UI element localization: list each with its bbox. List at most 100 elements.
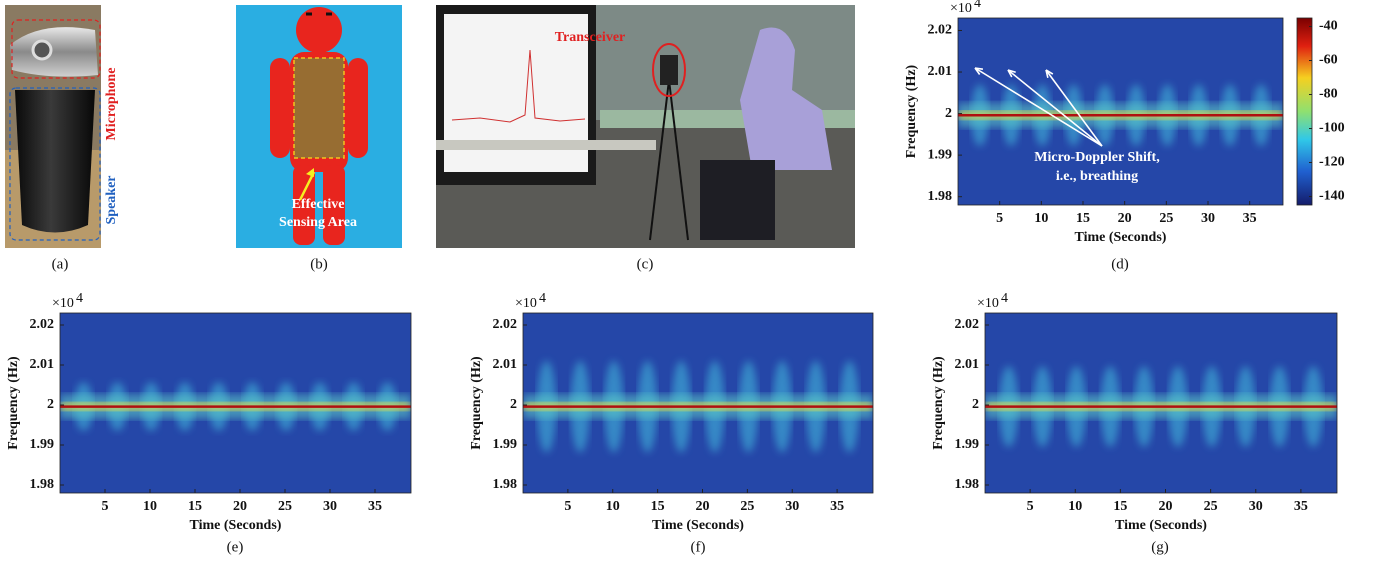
photo-b: Effective Sensing Area (b) xyxy=(236,5,402,272)
device xyxy=(660,55,678,85)
y-tick-label: 2 xyxy=(510,397,517,412)
plot-frame xyxy=(59,312,412,494)
photo-a: Microphone Speaker (a) xyxy=(5,5,119,272)
caption: (f) xyxy=(691,539,706,555)
x-tick-label: 35 xyxy=(368,499,382,514)
tripod xyxy=(649,79,670,241)
annotation-arrowhead xyxy=(974,67,984,75)
y-tick-label: 2.01 xyxy=(928,64,953,79)
annotation: Micro-Doppler Shift, xyxy=(1034,150,1159,165)
x-tick-label: 30 xyxy=(1201,211,1215,226)
colorbar-tick-label: -80 xyxy=(1319,87,1338,102)
y-axis-label: Frequency (Hz) xyxy=(469,356,484,450)
y-tick-label: 2 xyxy=(47,397,54,412)
x-tick-label: 15 xyxy=(1076,211,1090,226)
plot-frame xyxy=(522,312,874,494)
x-tick-label: 10 xyxy=(606,499,620,514)
y-tick-label: 2.02 xyxy=(30,317,55,332)
spectrogram-image xyxy=(985,366,1337,448)
colorbar-tick-label: -120 xyxy=(1319,155,1345,170)
x-tick-label: 30 xyxy=(785,499,799,514)
x-tick-label: 35 xyxy=(1294,499,1308,514)
x-tick-label: 20 xyxy=(1118,211,1132,226)
spectrogram-image xyxy=(523,360,873,453)
y-tick-label: 1.98 xyxy=(928,189,953,204)
x-tick-label: 35 xyxy=(830,499,844,514)
multiplier-exponent: 4 xyxy=(974,0,981,11)
y-tick-label: 2.02 xyxy=(493,317,518,332)
annotation-arrowhead xyxy=(1045,69,1054,78)
y-tick-label: 2.02 xyxy=(955,317,980,332)
x-tick-label: 5 xyxy=(1027,499,1034,514)
spectrogram: 5 10 15 20 25 30 35 1.98 1.99 2 2.01 2.02 ×10 4 Time (… xyxy=(931,291,1338,555)
x-axis-label: Time (Seconds) xyxy=(652,518,744,533)
x-tick-label: 35 xyxy=(1243,211,1257,226)
multiplier: ×10 xyxy=(950,1,972,16)
person xyxy=(740,27,832,170)
caption: (g) xyxy=(1151,539,1169,555)
x-axis-label: Time (Seconds) xyxy=(1075,230,1167,245)
annotation-arrow xyxy=(1007,69,1103,147)
caption: (e) xyxy=(227,539,244,555)
y-axis-label: Frequency (Hz) xyxy=(904,64,919,158)
x-axis-label: Time (Seconds) xyxy=(1115,518,1207,533)
x-tick-label: 30 xyxy=(1249,499,1263,514)
speaker-body xyxy=(15,90,95,233)
x-tick-label: 5 xyxy=(564,499,571,514)
spectrogram: 5 10 15 20 25 30 35 1.98 1.99 2 2.01 2.02 ×10 4 Time (… xyxy=(904,0,1344,272)
multiplier: ×10 xyxy=(977,296,999,311)
photo-c: Transceiver (c) xyxy=(436,5,855,272)
caption: (c) xyxy=(637,256,654,272)
caption: (b) xyxy=(310,256,328,272)
colorbar-tick-label: -140 xyxy=(1319,189,1345,204)
multiplier-exponent: 4 xyxy=(539,291,546,306)
x-tick-label: 5 xyxy=(996,211,1003,226)
arm xyxy=(270,58,290,158)
y-tick-label: 2.01 xyxy=(955,357,980,372)
y-axis-label: Frequency (Hz) xyxy=(931,356,946,450)
y-tick-label: 2.01 xyxy=(493,357,518,372)
y-axis-label: Frequency (Hz) xyxy=(6,356,21,450)
x-tick-label: 25 xyxy=(278,499,292,514)
x-tick-label: 15 xyxy=(1113,499,1127,514)
leg xyxy=(323,165,345,245)
x-tick-label: 15 xyxy=(651,499,665,514)
area-label: Sensing Area xyxy=(279,215,357,230)
x-tick-label: 10 xyxy=(1068,499,1082,514)
y-tick-label: 1.99 xyxy=(30,437,55,452)
person-legs xyxy=(700,160,775,240)
plot-frame xyxy=(957,17,1284,206)
x-tick-label: 25 xyxy=(1159,211,1173,226)
mic-lens xyxy=(31,39,53,61)
y-tick-label: 2.02 xyxy=(928,23,953,38)
y-tick-label: 1.99 xyxy=(955,437,980,452)
annotation-arrowhead xyxy=(1007,69,1016,78)
screen-plot xyxy=(451,49,586,123)
colorbar-tick-label: -100 xyxy=(1319,121,1345,136)
colorbar xyxy=(1296,17,1313,206)
x-tick-label: 25 xyxy=(740,499,754,514)
spectrogram: 5 10 15 20 25 30 35 1.98 1.99 2 2.01 2.02 ×10 4 Time (… xyxy=(6,291,412,555)
multiplier: ×10 xyxy=(52,296,74,311)
mic-label: Microphone xyxy=(104,68,119,141)
x-tick-label: 15 xyxy=(188,499,202,514)
x-tick-label: 10 xyxy=(143,499,157,514)
arrow xyxy=(298,171,316,201)
area-label: Effective xyxy=(292,197,345,212)
microphone-body xyxy=(10,27,98,77)
x-tick-label: 30 xyxy=(323,499,337,514)
x-tick-label: 20 xyxy=(695,499,709,514)
head xyxy=(296,7,342,53)
tripod xyxy=(668,79,689,241)
x-axis-label: Time (Seconds) xyxy=(190,518,282,533)
spectrogram: 5 10 15 20 25 30 35 1.98 1.99 2 2.01 2.02 ×10 4 Time (… xyxy=(469,291,874,555)
leg xyxy=(293,165,315,245)
plot-frame xyxy=(984,312,1338,494)
x-tick-label: 25 xyxy=(1204,499,1218,514)
colorbar-tick-label: -60 xyxy=(1319,53,1338,68)
annotation: i.e., breathing xyxy=(1056,169,1138,184)
caption: (a) xyxy=(52,256,69,272)
arm xyxy=(348,58,368,158)
device-circle xyxy=(652,43,686,97)
